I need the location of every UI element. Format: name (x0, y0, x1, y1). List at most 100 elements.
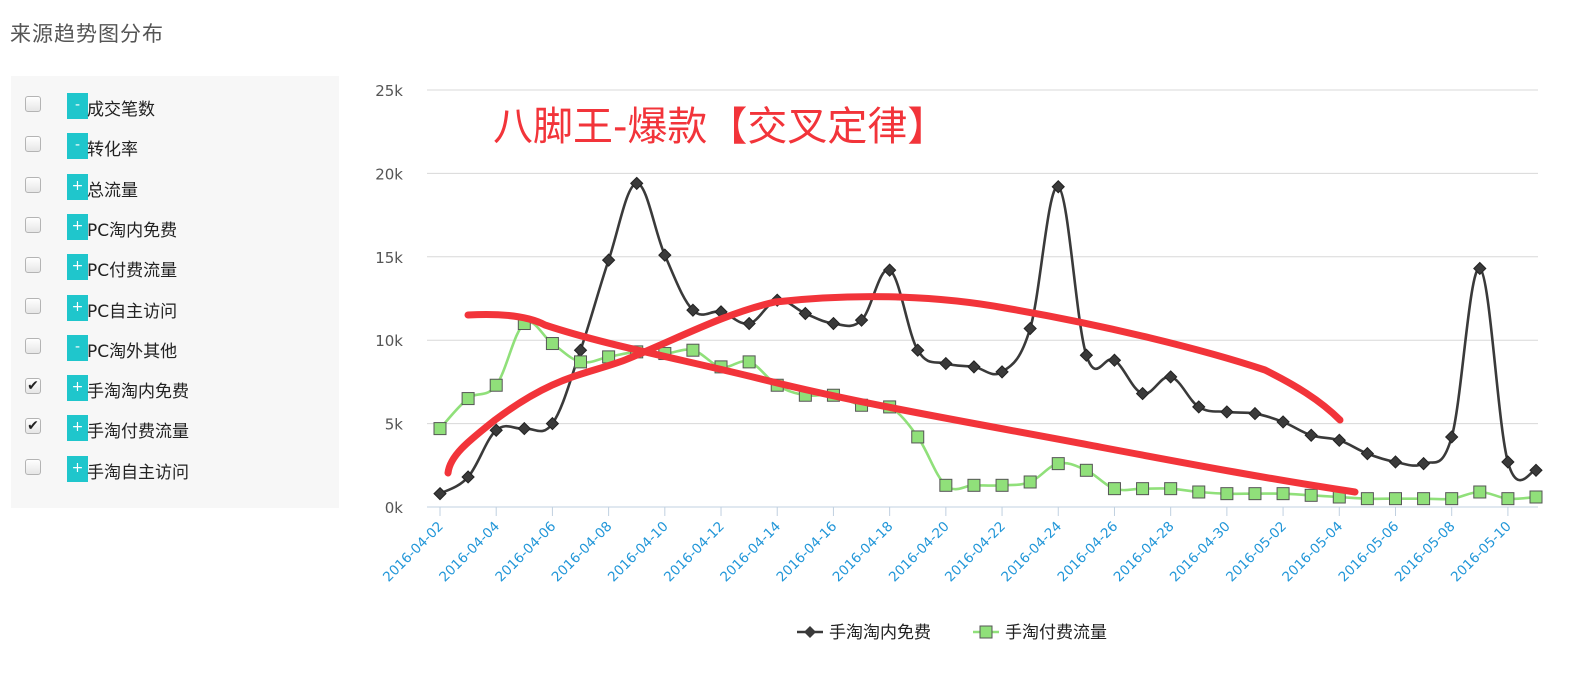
data-point (1051, 180, 1065, 194)
data-point (742, 316, 756, 331)
expand-toggle[interactable]: + (67, 213, 88, 240)
data-point (1444, 430, 1459, 444)
data-point (826, 316, 841, 331)
data-point (1417, 492, 1431, 506)
trend-chart-svg: 0k5k10k15k20k25k2016-04-022016-04-042016… (375, 82, 1543, 643)
series-line (439, 182, 1537, 495)
data-point (1107, 482, 1121, 496)
data-point (854, 313, 869, 327)
filter-item[interactable]: - PC淘外其他 (11, 332, 331, 362)
data-point (1192, 485, 1206, 499)
data-point (1276, 415, 1290, 429)
data-point (574, 355, 588, 369)
expand-toggle[interactable]: + (67, 375, 88, 402)
data-point (911, 430, 925, 444)
data-point (686, 343, 700, 357)
filter-checkbox[interactable]: ✔ (25, 418, 41, 435)
data-point (461, 392, 475, 406)
data-point (1473, 261, 1487, 276)
data-point (1529, 490, 1543, 504)
filter-item[interactable]: ✔ + 手淘付费流量 (11, 412, 331, 442)
data-point (545, 416, 560, 431)
filter-checkbox[interactable]: ✔ (25, 378, 41, 395)
filter-checkbox[interactable] (25, 176, 41, 193)
data-point (939, 478, 953, 492)
expand-toggle[interactable]: + (67, 294, 88, 321)
data-point (967, 360, 981, 374)
data-point (1023, 475, 1037, 489)
data-point (489, 378, 503, 392)
data-point (573, 343, 588, 357)
data-point (939, 356, 953, 371)
expand-toggle[interactable]: + (67, 415, 88, 442)
y-tick-label: 5k (385, 416, 404, 434)
data-point (995, 478, 1009, 492)
expand-toggle[interactable]: + (67, 173, 88, 200)
filter-item[interactable]: + 手淘自主访问 (11, 453, 331, 483)
expand-toggle[interactable]: + (67, 254, 88, 281)
filter-checkbox[interactable] (25, 257, 41, 274)
data-point (1388, 492, 1402, 506)
filter-label: 转化率 (87, 140, 138, 161)
data-point (1220, 405, 1234, 419)
data-point (433, 422, 447, 436)
data-point (1248, 406, 1262, 421)
data-point (1220, 487, 1234, 501)
filter-checkbox[interactable] (25, 216, 41, 233)
legend-marker (979, 625, 993, 639)
filter-label: 手淘淘内免费 (87, 382, 189, 403)
filter-label: 总流量 (87, 180, 138, 201)
data-point (967, 478, 981, 492)
filter-item[interactable]: + PC自主访问 (11, 292, 331, 322)
y-tick-label: 15k (375, 249, 403, 267)
filter-label: PC自主访问 (87, 301, 178, 322)
data-point (882, 263, 897, 277)
y-tick-label: 20k (375, 165, 403, 183)
data-point (1501, 492, 1515, 506)
data-point (1360, 446, 1375, 461)
data-point (1023, 321, 1037, 336)
data-point (1248, 487, 1262, 501)
data-point (1107, 353, 1122, 367)
filter-item[interactable]: + PC淘内免费 (11, 211, 331, 241)
filter-checkbox[interactable] (25, 337, 41, 354)
filter-item[interactable]: + 总流量 (11, 171, 331, 201)
x-tick-label: 2016-05-10 (1448, 519, 1515, 586)
data-point (798, 306, 813, 321)
data-point (911, 343, 925, 357)
filter-label: PC淘外其他 (87, 341, 178, 362)
data-point (1416, 456, 1431, 471)
data-point (1163, 370, 1178, 384)
filter-checkbox[interactable] (25, 297, 41, 314)
data-point (658, 248, 672, 262)
filter-item[interactable]: - 成交笔数 (11, 90, 331, 120)
expand-toggle[interactable]: + (67, 455, 88, 482)
data-point (1304, 488, 1318, 502)
data-point (1501, 455, 1515, 469)
data-point (601, 253, 616, 267)
annotation-curve (464, 311, 1359, 496)
series-filter-panel: - 成交笔数 - 转化率 + 总流量 + PC淘内免费 + PC付费流量 + PC自主访问 - PC淘外其… (11, 76, 339, 508)
data-point (1276, 487, 1290, 501)
data-point (489, 423, 503, 437)
data-point (517, 421, 532, 436)
filter-checkbox[interactable] (25, 458, 41, 475)
data-point (1079, 463, 1093, 477)
collapse-toggle[interactable]: - (67, 334, 88, 361)
data-point (545, 337, 559, 351)
filter-item[interactable]: ✔ + 手淘淘内免费 (11, 372, 331, 402)
filter-label: 成交笔数 (87, 100, 155, 120)
data-point (1388, 455, 1403, 469)
filter-item[interactable]: + PC付费流量 (11, 251, 331, 281)
y-tick-label: 25k (375, 82, 403, 100)
data-point (1135, 386, 1150, 401)
legend-label: 手淘付费流量 (1005, 623, 1107, 643)
filter-label: 手淘自主访问 (87, 462, 189, 483)
data-point (461, 470, 475, 484)
filter-checkbox[interactable] (25, 96, 41, 112)
filter-item[interactable]: - 转化率 (11, 130, 331, 160)
filter-checkbox[interactable] (25, 136, 41, 153)
data-point (1473, 485, 1487, 499)
collapse-toggle[interactable]: - (67, 133, 88, 160)
collapse-toggle[interactable]: - (67, 93, 88, 119)
